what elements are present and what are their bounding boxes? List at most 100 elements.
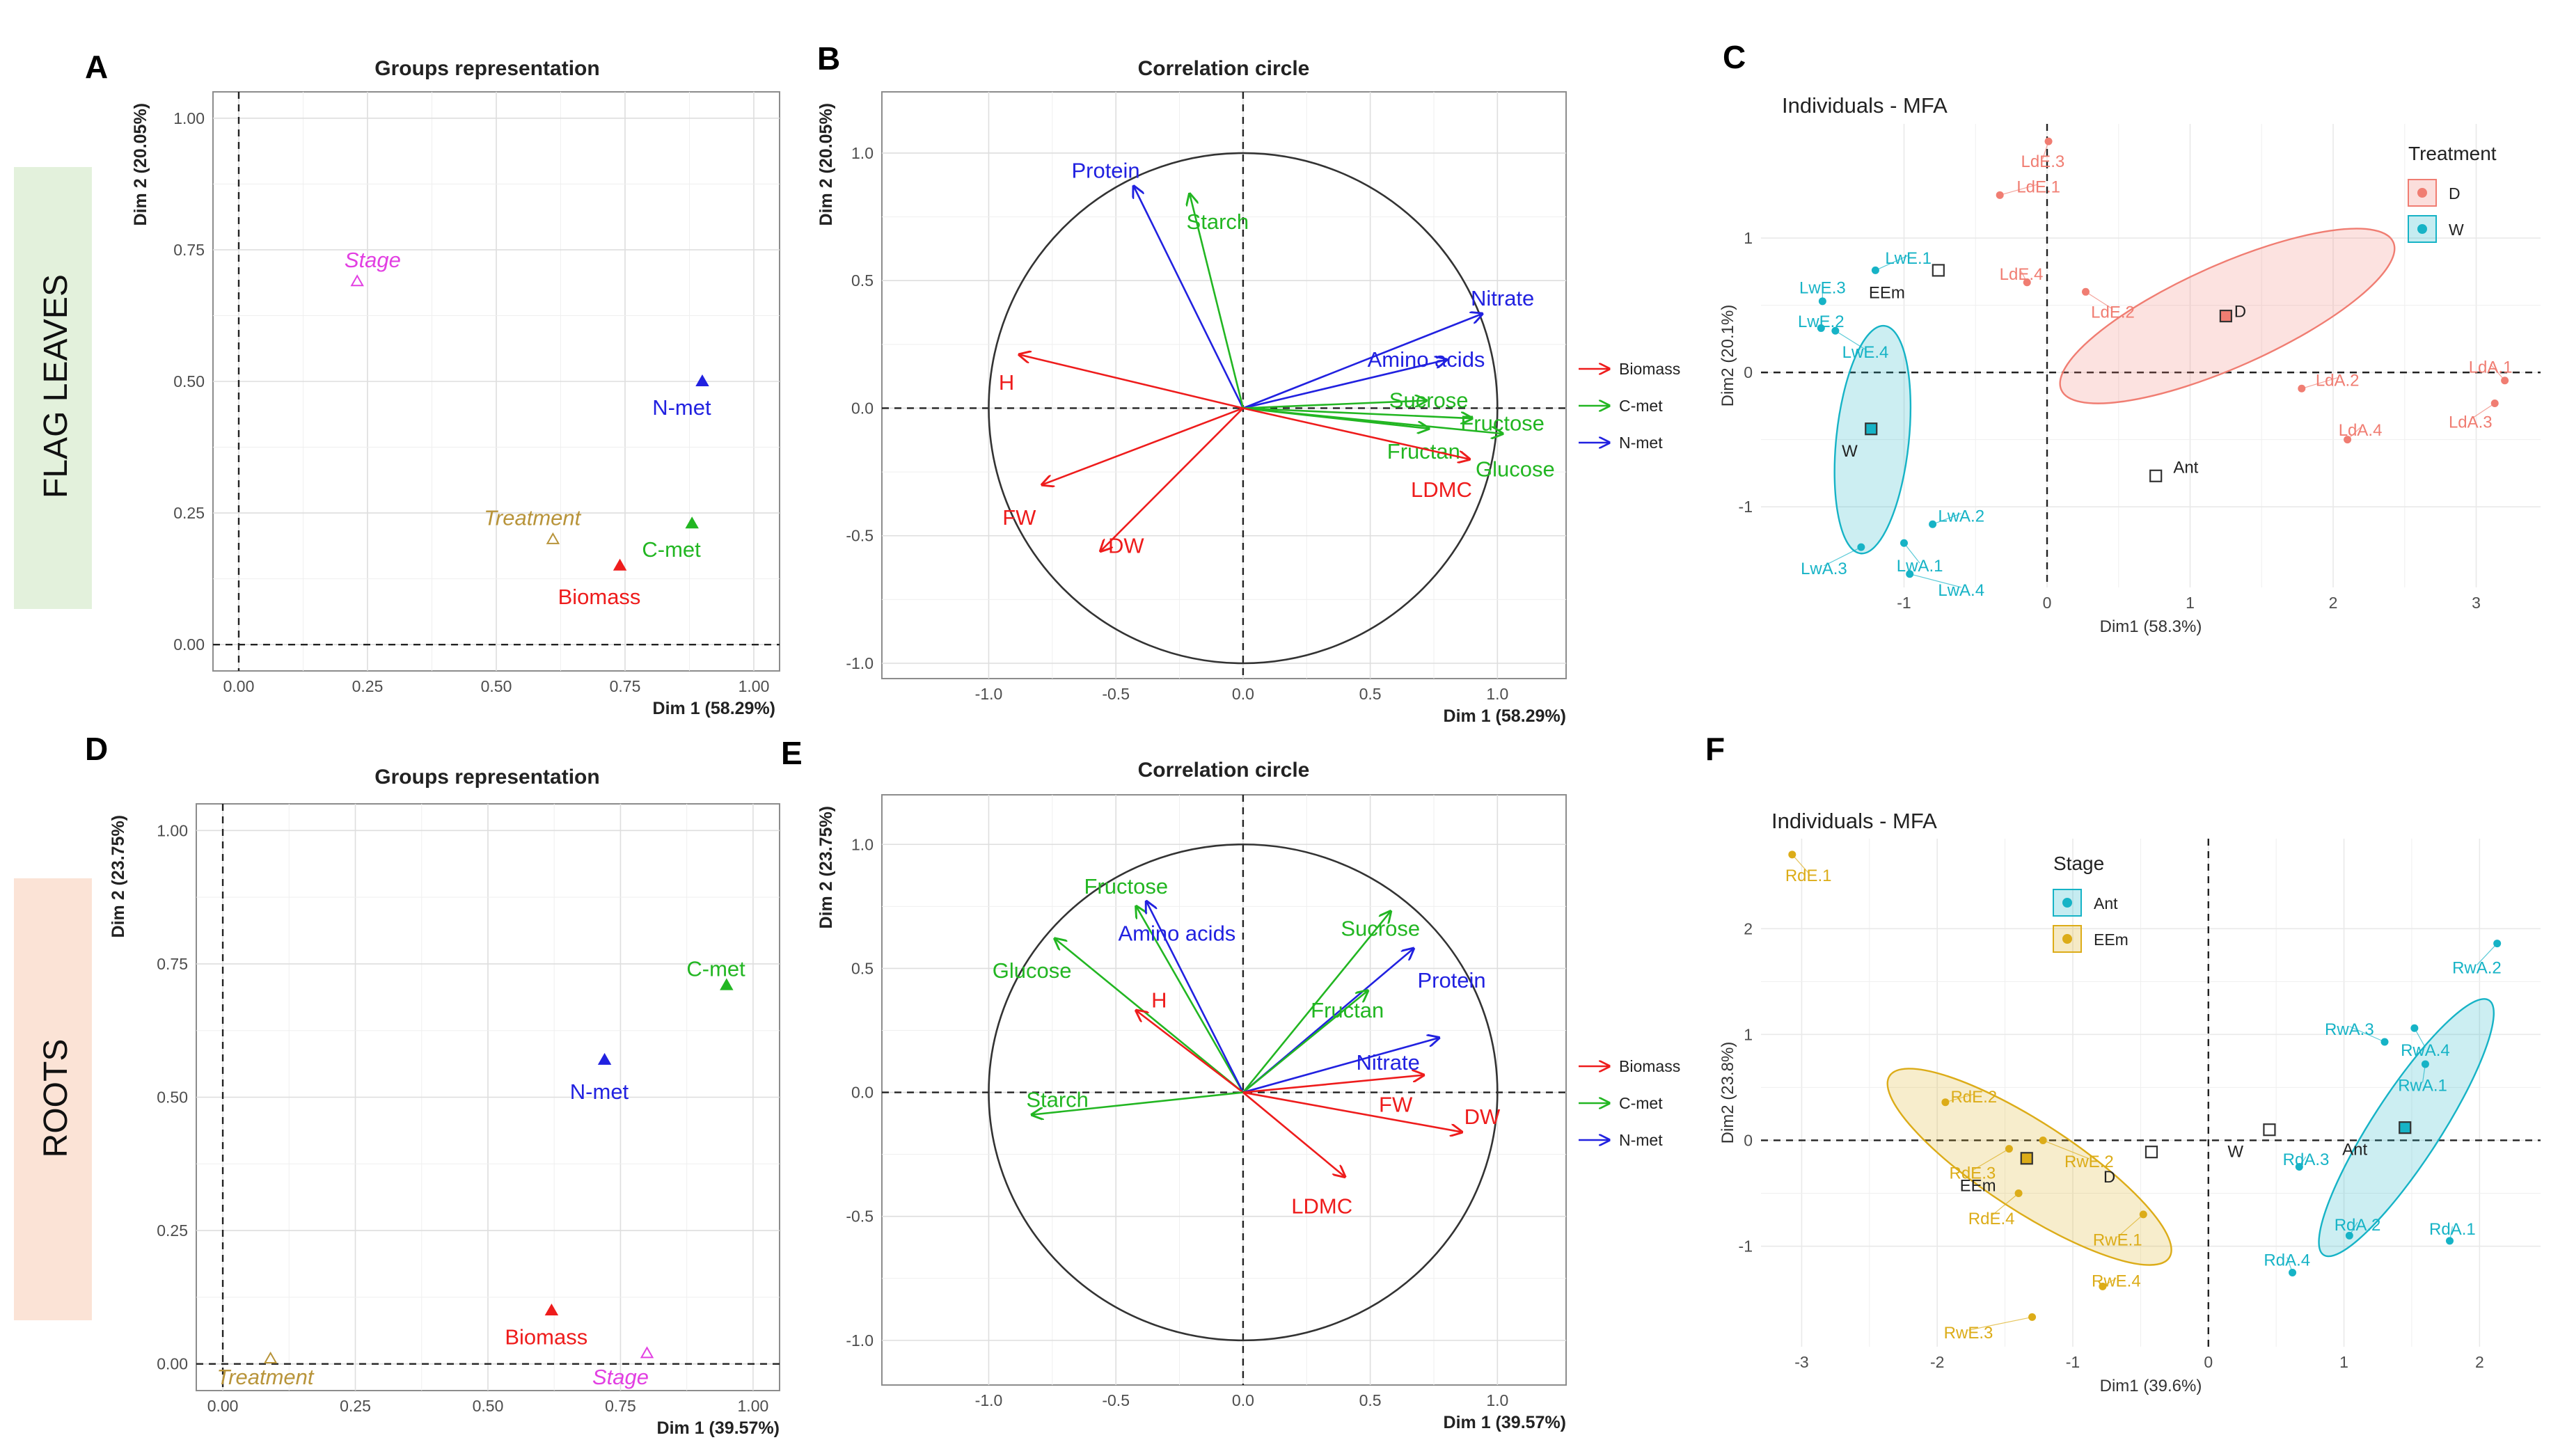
- vector-label-h: H: [1151, 988, 1167, 1013]
- legend-key-dot: [2417, 188, 2427, 198]
- legend-key-ant: [2053, 889, 2082, 917]
- legend-label-ant: Ant: [2094, 894, 2118, 912]
- individual-label-lwe-4: LwE.4: [1842, 343, 1889, 362]
- individual-label-rde-3: RdE.3: [1950, 1164, 1996, 1183]
- y-tick-label: 1.0: [851, 835, 874, 853]
- vector-label-starch: Starch: [1187, 209, 1249, 234]
- centroid-label-ant: Ant: [2342, 1141, 2367, 1160]
- individual-label-rwa-3: RwA.3: [2325, 1020, 2374, 1039]
- individual-point-rde-2: [1941, 1098, 1950, 1107]
- x-tick-label: -2: [1930, 1353, 1944, 1371]
- vector-nitrate: [1242, 314, 1483, 409]
- y-tick-label: -0.5: [846, 1208, 874, 1226]
- x-tick-label: 0.50: [473, 1397, 504, 1415]
- legend-key-dot: [2062, 934, 2072, 944]
- individual-label-rwe-1: RwE.1: [2093, 1231, 2142, 1249]
- vector-label-nitrate: Nitrate: [1471, 286, 1534, 310]
- vector-sucrose: [1242, 400, 1426, 409]
- vector-h: [1019, 355, 1244, 409]
- vector-ldmc: [1242, 1091, 1345, 1177]
- individual-point-lda-3: [2490, 399, 2499, 408]
- individual-point-lwa-4: [1906, 570, 1914, 578]
- y-axis-label: Dim2 (20.1%): [1719, 305, 1737, 407]
- x-axis-label: Dim 1 (58.29%): [653, 699, 775, 718]
- panel-b-correlation-circle: B Correlation circle -1.0 -0.5 0.0 0.5 1.0 -1.0…: [816, 40, 1680, 726]
- y-axis-label: Dim 2 (23.75%): [816, 806, 836, 928]
- vector-label-fw: FW: [1002, 505, 1036, 530]
- vector-fructose: [1136, 906, 1245, 1093]
- vector-nitrate: [1242, 1038, 1439, 1093]
- individual-label-lde-4: LdE.4: [2000, 265, 2044, 284]
- vector-dw: [1100, 407, 1244, 551]
- leader-line: [1972, 1148, 2009, 1171]
- individual-point-lda-2: [2298, 384, 2306, 393]
- vector-dw: [1242, 1091, 1462, 1132]
- individual-point-lwe-3: [1818, 297, 1826, 306]
- chart-title: Groups representation: [374, 766, 599, 789]
- x-tick-label: 2: [2329, 594, 2338, 612]
- individual-label-lwa-2: LwA.2: [1938, 507, 1984, 526]
- point-biomass: [544, 1304, 559, 1316]
- y-tick-label: 0.50: [173, 372, 205, 390]
- centroid-label-w: W: [2227, 1143, 2243, 1162]
- centroid-eem: [2020, 1152, 2033, 1165]
- centroid-ant: [2399, 1121, 2412, 1134]
- centroid-label-d: D: [2103, 1168, 2115, 1187]
- vector-label-dw: DW: [1108, 533, 1144, 557]
- point-label-n-met: N-met: [652, 395, 711, 420]
- vector-label-nitrate: Nitrate: [1357, 1050, 1420, 1075]
- point-label-stage: Stage: [345, 248, 401, 272]
- x-tick-label: 1.00: [739, 677, 770, 695]
- chart-title: Correlation circle: [1138, 759, 1310, 782]
- vector-amino-acids: [1146, 901, 1245, 1093]
- individual-label-lde-1: LdE.1: [2016, 178, 2060, 197]
- individual-point-rde-1: [1788, 850, 1796, 859]
- y-tick-label: -1: [1739, 498, 1753, 516]
- centroid-label-eem: EEm: [1960, 1176, 1996, 1195]
- x-tick-label: 0.25: [352, 677, 384, 695]
- individual-label-lwa-3: LwA.3: [1801, 560, 1847, 578]
- roots-band: [14, 878, 92, 1320]
- x-tick-label: 0.75: [605, 1397, 636, 1415]
- leader-line: [1904, 542, 1920, 564]
- individual-point-lde-2: [2081, 287, 2090, 296]
- confidence-ellipse-eem: [1886, 1068, 2172, 1266]
- individual-label-rde-1: RdE.1: [1785, 867, 1832, 885]
- leader-line: [1968, 1316, 2032, 1331]
- centroid-ant: [2149, 469, 2163, 482]
- individual-label-lwa-1: LwA.1: [1897, 557, 1943, 576]
- y-axis-label: Dim2 (23.8%): [1719, 1042, 1737, 1144]
- vector-label-fructan: Fructan: [1311, 998, 1384, 1022]
- legend-label-w: W: [2449, 221, 2464, 239]
- individual-label-rwa-4: RwA.4: [2401, 1041, 2450, 1060]
- vector-label-ldmc: LDMC: [1291, 1194, 1352, 1218]
- panel-letter: B: [817, 40, 840, 77]
- vector-amino-acids: [1242, 360, 1446, 409]
- flag-leaves-band: [14, 167, 92, 609]
- centroid-w: [2263, 1123, 2276, 1137]
- vector-label-protein: Protein: [1417, 968, 1485, 992]
- leader-line: [1909, 573, 1961, 588]
- point-label-biomass: Biomass: [558, 585, 641, 609]
- point-stage: [350, 274, 364, 287]
- vector-fructan: [1242, 990, 1368, 1093]
- vector-protein: [1134, 187, 1245, 409]
- x-axis-label: Dim 1 (39.57%): [657, 1418, 780, 1438]
- x-tick-label: -1.0: [975, 1391, 1003, 1409]
- x-tick-label: -0.5: [1102, 1391, 1130, 1409]
- y-tick-label: 0: [1744, 363, 1753, 381]
- unit-circle: [988, 152, 1499, 665]
- x-axis-label: Dim1 (39.6%): [2100, 1377, 2202, 1395]
- individual-point-lda-1: [2501, 377, 2509, 385]
- point-label-c-met: C-met: [686, 957, 745, 981]
- individual-point-rda-2: [2345, 1231, 2353, 1240]
- legend-label-biomass: Biomass: [1619, 360, 1680, 378]
- leader-line: [2477, 943, 2498, 965]
- vector-label-sucrose: Sucrose: [1341, 916, 1420, 940]
- vector-sucrose: [1242, 911, 1391, 1093]
- vector-label-glucose: Glucose: [1476, 457, 1555, 481]
- y-axis-label: Dim 2 (23.75%): [109, 815, 128, 937]
- centroid-eem: [1932, 264, 1945, 277]
- x-tick-label: -0.5: [1102, 685, 1130, 703]
- y-tick-label: -1.0: [846, 1331, 874, 1350]
